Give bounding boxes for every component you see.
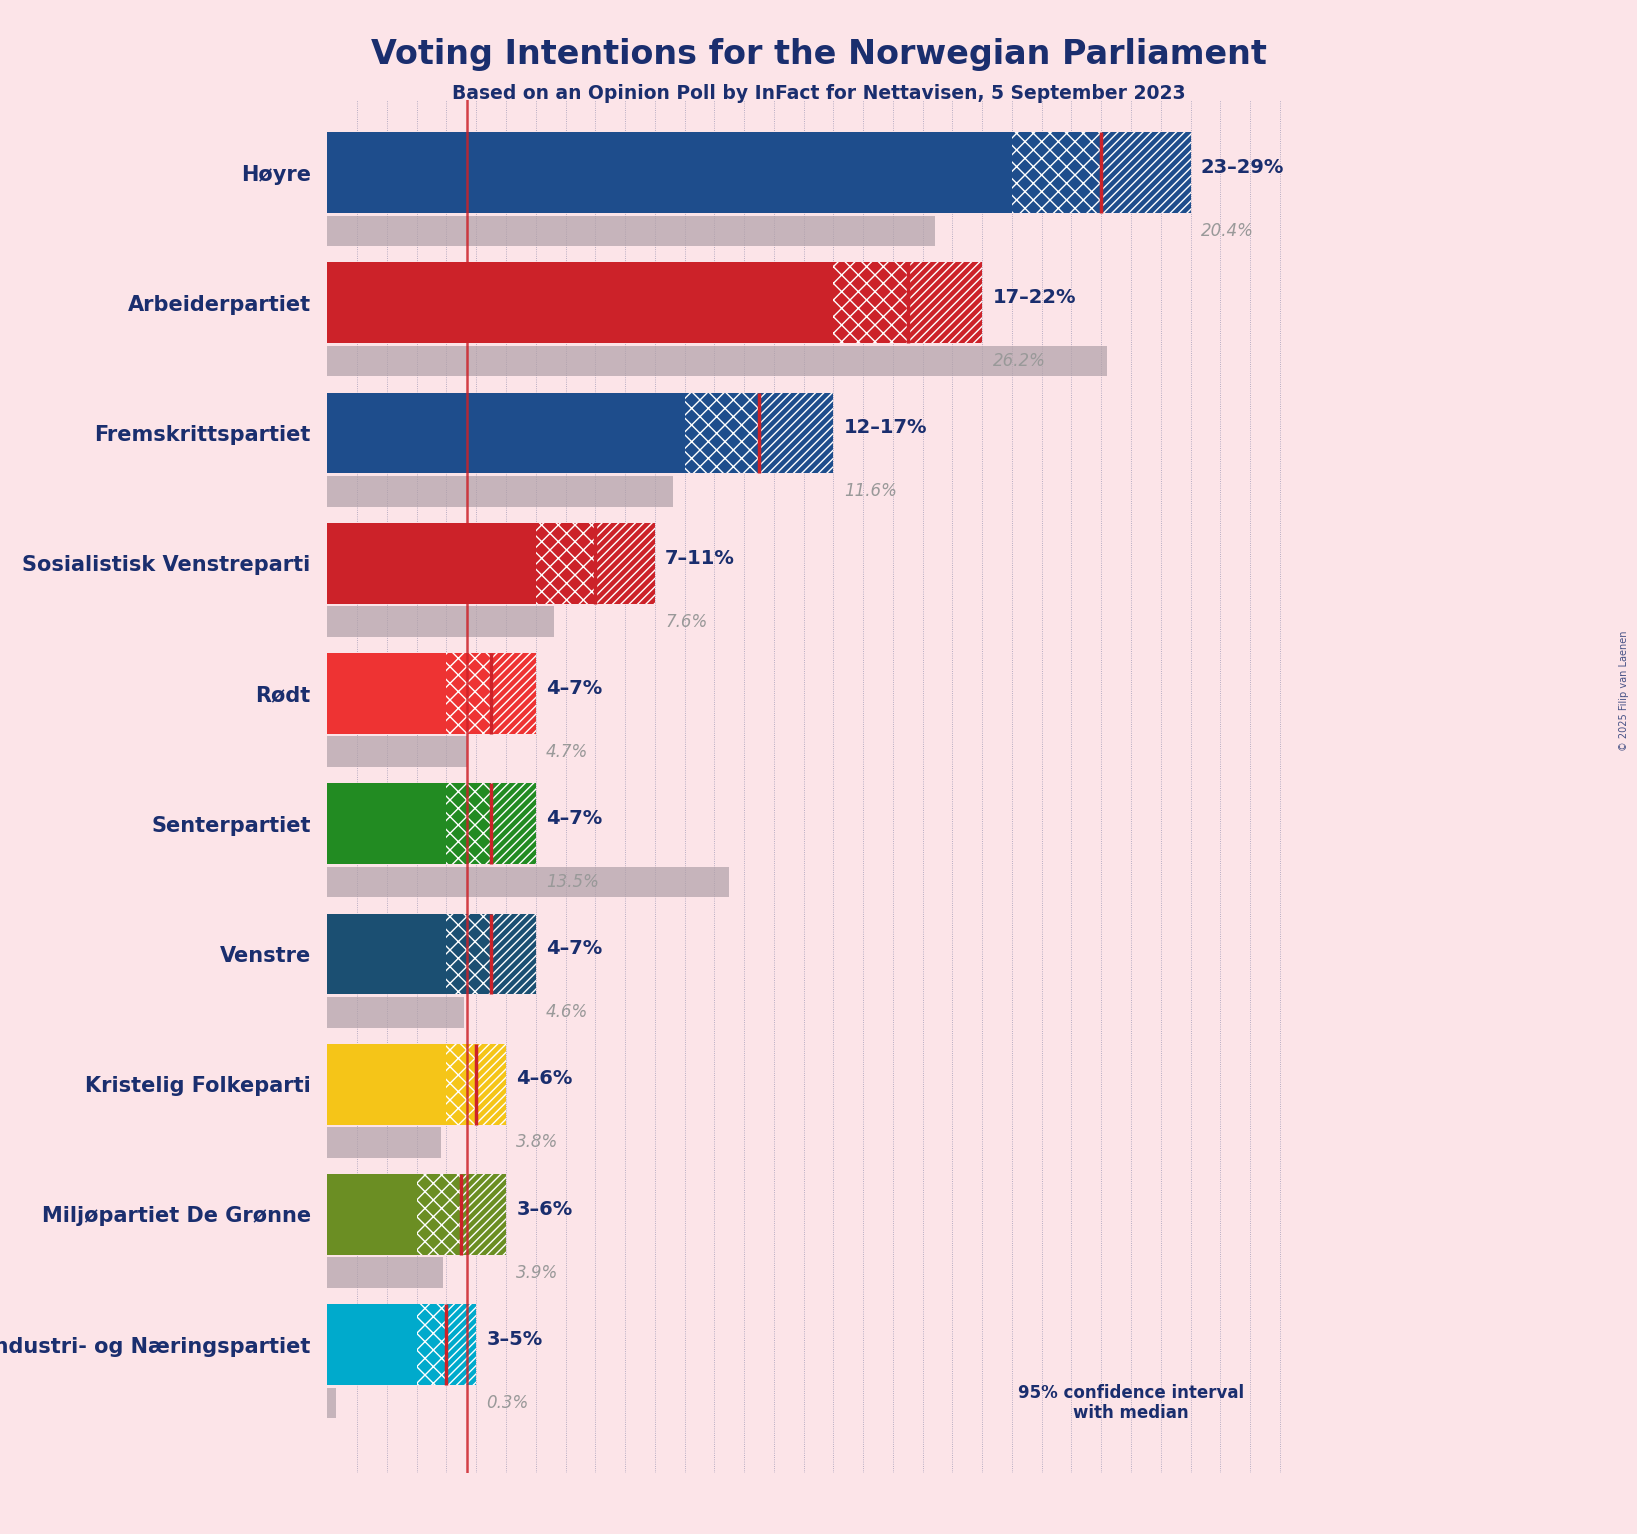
Bar bbox=[327, 1258, 444, 1289]
Bar bbox=[327, 784, 447, 864]
Text: © 2025 Filip van Laenen: © 2025 Filip van Laenen bbox=[1619, 630, 1629, 750]
Bar bbox=[596, 523, 655, 604]
Bar bbox=[1102, 132, 1190, 213]
Bar bbox=[909, 262, 982, 344]
Bar bbox=[997, 1477, 1131, 1523]
Text: 7.6%: 7.6% bbox=[665, 612, 707, 630]
Bar bbox=[327, 736, 467, 767]
Bar bbox=[491, 784, 535, 864]
Text: 17–22%: 17–22% bbox=[992, 288, 1076, 307]
Bar bbox=[327, 1043, 447, 1124]
Bar bbox=[327, 1127, 440, 1158]
Bar bbox=[327, 914, 447, 994]
Bar bbox=[327, 1174, 417, 1255]
Bar bbox=[447, 653, 491, 733]
Text: 4–6%: 4–6% bbox=[516, 1069, 573, 1089]
Text: 20.4%: 20.4% bbox=[1202, 222, 1254, 239]
Bar bbox=[447, 914, 491, 994]
Bar bbox=[327, 216, 935, 247]
Bar bbox=[327, 132, 1012, 213]
Text: 4–7%: 4–7% bbox=[547, 678, 602, 698]
Bar bbox=[327, 606, 553, 637]
Text: Based on an Opinion Poll by InFact for Nettavisen, 5 September 2023: Based on an Opinion Poll by InFact for N… bbox=[452, 84, 1185, 103]
Text: 3.8%: 3.8% bbox=[516, 1134, 558, 1152]
Text: 11.6%: 11.6% bbox=[843, 482, 897, 500]
Bar bbox=[684, 393, 760, 474]
Text: 95% confidence interval
with median: 95% confidence interval with median bbox=[1018, 1384, 1244, 1422]
Bar bbox=[327, 1388, 336, 1419]
Text: 4.6%: 4.6% bbox=[547, 1003, 588, 1022]
Bar bbox=[1131, 1477, 1198, 1523]
Text: 7–11%: 7–11% bbox=[665, 549, 735, 568]
Text: 3–5%: 3–5% bbox=[486, 1330, 543, 1348]
Bar bbox=[327, 262, 833, 344]
Bar bbox=[462, 1174, 506, 1255]
Bar bbox=[327, 393, 684, 474]
Text: 4–7%: 4–7% bbox=[547, 808, 602, 828]
Bar bbox=[327, 523, 535, 604]
Text: 3–6%: 3–6% bbox=[516, 1200, 573, 1218]
Bar bbox=[476, 1043, 506, 1124]
Bar bbox=[417, 1174, 462, 1255]
Bar bbox=[417, 1304, 447, 1385]
Bar bbox=[447, 784, 491, 864]
Bar bbox=[327, 997, 465, 1028]
Text: Voting Intentions for the Norwegian Parliament: Voting Intentions for the Norwegian Parl… bbox=[370, 38, 1267, 72]
Text: 13.5%: 13.5% bbox=[547, 873, 599, 891]
Text: 3.9%: 3.9% bbox=[516, 1264, 558, 1282]
Bar bbox=[1198, 1477, 1265, 1523]
Bar bbox=[447, 1304, 476, 1385]
Bar bbox=[327, 476, 673, 506]
Bar bbox=[327, 345, 1107, 376]
Text: 4.7%: 4.7% bbox=[547, 742, 588, 761]
Bar bbox=[833, 262, 909, 344]
Bar bbox=[327, 1304, 417, 1385]
Bar bbox=[760, 393, 833, 474]
Text: 12–17%: 12–17% bbox=[843, 419, 927, 437]
Text: 0.3%: 0.3% bbox=[486, 1394, 529, 1411]
Bar bbox=[1012, 132, 1102, 213]
Text: 4–7%: 4–7% bbox=[547, 939, 602, 959]
Bar bbox=[535, 523, 596, 604]
Bar bbox=[997, 1531, 1131, 1534]
Bar bbox=[327, 867, 728, 897]
Bar bbox=[327, 653, 447, 733]
Text: 26.2%: 26.2% bbox=[992, 353, 1046, 370]
Bar bbox=[491, 914, 535, 994]
Bar bbox=[491, 653, 535, 733]
Bar bbox=[447, 1043, 476, 1124]
Text: 23–29%: 23–29% bbox=[1202, 158, 1285, 176]
